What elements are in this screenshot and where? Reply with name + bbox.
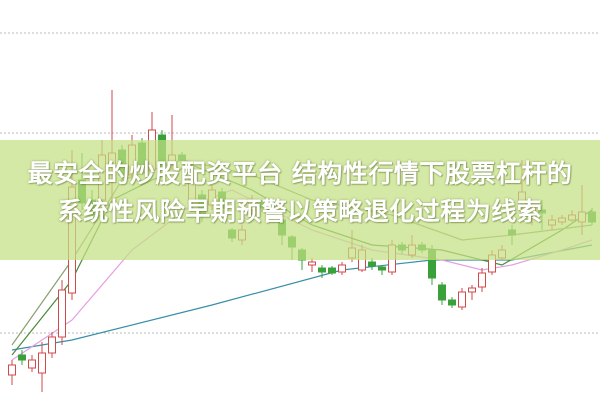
candle-up: [338, 264, 346, 273]
candle-down: [328, 267, 336, 274]
title-banner: [0, 140, 600, 260]
candle-down: [438, 284, 446, 301]
candle-down: [318, 267, 326, 273]
candle-up: [468, 287, 476, 293]
candle-up: [38, 352, 46, 374]
article-title: 最安全的炒股配资平台 结构性行情下股票杠杆的 系统性风险早期预警以策略退化过程为…: [0, 155, 600, 231]
candle-down: [18, 354, 26, 361]
candle-up: [48, 336, 56, 354]
candle-up: [308, 261, 316, 266]
candle-up: [8, 364, 16, 376]
title-line-1: 最安全的炒股配资平台 结构性行情下股票杠杆的: [27, 159, 573, 188]
title-line-2: 系统性风险早期预警以策略退化过程为线索: [57, 197, 543, 226]
candle-up: [478, 272, 486, 288]
candle-up: [28, 359, 36, 369]
candle-down: [378, 266, 386, 271]
candle-down: [448, 299, 456, 306]
candle-up: [458, 291, 466, 308]
candle-up: [58, 289, 66, 338]
candle-down: [368, 261, 376, 267]
